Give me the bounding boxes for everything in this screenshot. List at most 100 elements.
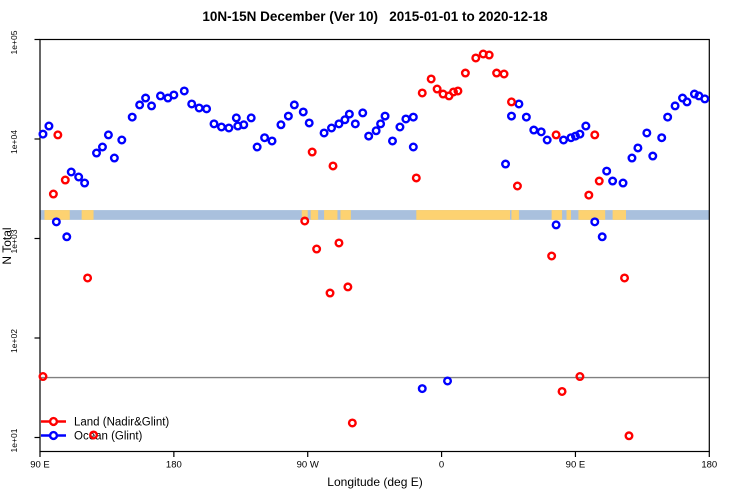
data-point-land bbox=[53, 130, 63, 140]
data-point-land bbox=[575, 372, 585, 382]
y-tick-label: 1e+01 bbox=[9, 428, 19, 452]
data-point-land bbox=[547, 251, 557, 261]
data-point-land bbox=[471, 53, 481, 63]
map-strip-land bbox=[81, 210, 94, 220]
data-point-ocean bbox=[618, 178, 628, 188]
data-point-land bbox=[460, 68, 470, 78]
data-point-land bbox=[448, 87, 458, 97]
data-point-ocean bbox=[187, 99, 197, 109]
data-point-ocean bbox=[260, 133, 270, 143]
data-point-land bbox=[584, 190, 594, 200]
data-point-land bbox=[492, 68, 502, 78]
data-points bbox=[38, 49, 710, 441]
data-point-ocean bbox=[340, 115, 350, 125]
data-point-ocean bbox=[289, 100, 299, 110]
y-tick-label: 1e+04 bbox=[9, 130, 19, 154]
map-strip-land bbox=[416, 210, 510, 220]
data-point-ocean bbox=[334, 119, 344, 129]
map-strip-land bbox=[612, 210, 627, 220]
legend: Land (Nadir&Glint) Ocean (Glint) bbox=[41, 417, 169, 443]
data-point-ocean bbox=[267, 136, 277, 146]
data-point-ocean bbox=[224, 123, 234, 133]
data-point-ocean bbox=[344, 109, 354, 119]
data-point-land bbox=[343, 282, 353, 292]
data-point-ocean bbox=[521, 112, 531, 122]
map-strip-land bbox=[324, 210, 338, 220]
data-point-land bbox=[312, 244, 322, 254]
axis-ticks: 90 E 180 90 W 0 90 E 180 1e+05 1e+04 1e+03 1e+02 1… bbox=[9, 30, 717, 470]
data-point-ocean bbox=[80, 178, 90, 188]
data-point-ocean bbox=[566, 133, 576, 143]
data-point-ocean bbox=[117, 135, 127, 145]
data-point-ocean bbox=[536, 127, 546, 137]
data-point-ocean bbox=[304, 118, 314, 128]
data-point-ocean bbox=[74, 172, 84, 182]
data-point-ocean bbox=[380, 111, 390, 121]
data-point-ocean bbox=[575, 129, 585, 139]
data-point-land bbox=[557, 386, 567, 396]
data-point-ocean bbox=[216, 122, 226, 132]
data-point-ocean bbox=[608, 176, 618, 186]
world-map-strip bbox=[40, 210, 710, 220]
data-point-land bbox=[48, 189, 58, 199]
data-point-ocean bbox=[103, 130, 113, 140]
x-tick-label: 180 bbox=[166, 460, 182, 471]
data-point-ocean bbox=[202, 104, 212, 114]
data-point-land bbox=[620, 273, 630, 283]
y-tick-label: 1e+02 bbox=[9, 329, 19, 353]
data-point-ocean bbox=[542, 135, 552, 145]
data-point-ocean bbox=[209, 119, 219, 129]
data-point-ocean bbox=[147, 101, 157, 111]
data-point-ocean bbox=[551, 220, 561, 230]
map-strip-land bbox=[310, 210, 319, 220]
data-point-land bbox=[83, 273, 93, 283]
data-point-ocean bbox=[62, 232, 72, 242]
data-point-land bbox=[590, 130, 600, 140]
x-tick-label: 0 bbox=[439, 460, 444, 471]
data-point-ocean bbox=[408, 112, 418, 122]
data-point-ocean bbox=[657, 133, 667, 143]
legend-marker-land-icon bbox=[48, 416, 59, 427]
data-point-land bbox=[325, 288, 335, 298]
y-tick-label: 1e+03 bbox=[9, 229, 19, 253]
data-point-ocean bbox=[642, 128, 652, 138]
data-point-land bbox=[411, 173, 421, 183]
data-point-land bbox=[300, 216, 310, 226]
map-strip-ocean bbox=[40, 210, 710, 220]
data-point-land bbox=[426, 74, 436, 84]
x-tick-label: 90 E bbox=[566, 460, 586, 471]
data-point-ocean bbox=[387, 136, 397, 146]
data-point-ocean bbox=[51, 217, 61, 227]
data-point-ocean bbox=[169, 90, 179, 100]
data-point-ocean bbox=[670, 101, 680, 111]
data-point-ocean bbox=[581, 121, 591, 131]
data-point-ocean bbox=[602, 166, 612, 176]
map-strip-land bbox=[301, 210, 308, 220]
data-point-ocean bbox=[276, 120, 286, 130]
map-strip-land bbox=[551, 210, 563, 220]
data-point-ocean bbox=[700, 94, 710, 104]
data-point-land bbox=[417, 88, 427, 98]
data-point-land bbox=[432, 84, 442, 94]
map-strip-land bbox=[566, 210, 571, 220]
data-point-ocean bbox=[141, 93, 151, 103]
data-point-land bbox=[551, 130, 561, 140]
data-point-ocean bbox=[417, 384, 427, 394]
data-point-land bbox=[334, 238, 344, 248]
data-point-ocean bbox=[371, 126, 381, 136]
data-point-ocean bbox=[283, 111, 293, 121]
data-point-ocean bbox=[559, 135, 569, 145]
data-point-land bbox=[328, 161, 338, 171]
map-strip-land bbox=[511, 210, 519, 220]
data-point-land bbox=[506, 97, 516, 107]
data-point-ocean bbox=[590, 217, 600, 227]
data-point-ocean bbox=[135, 100, 145, 110]
legend-label-land: Land (Nadir&Glint) bbox=[74, 417, 169, 429]
data-point-ocean bbox=[597, 232, 607, 242]
data-point-ocean bbox=[376, 119, 386, 129]
data-point-ocean bbox=[529, 125, 539, 135]
data-point-land bbox=[594, 176, 604, 186]
data-point-ocean bbox=[194, 103, 204, 113]
data-point-land bbox=[307, 147, 317, 157]
data-point-ocean bbox=[298, 107, 308, 117]
